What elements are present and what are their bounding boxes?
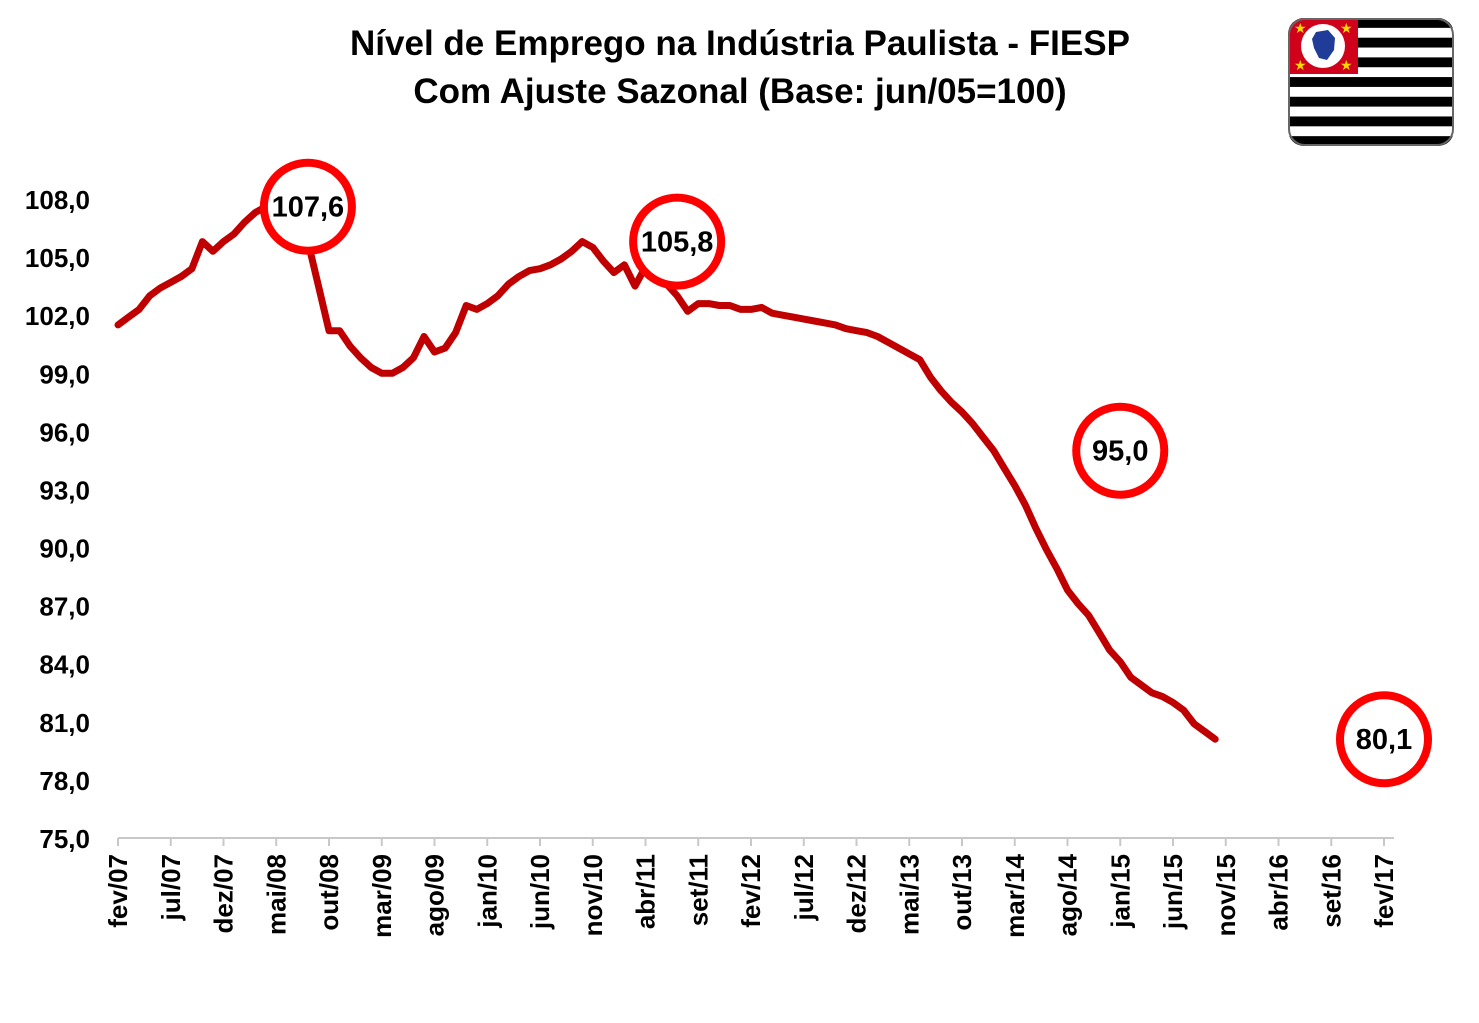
x-tick-label: ago/14 [1053, 853, 1083, 936]
callout-label: 95,0 [1092, 436, 1148, 468]
callout-label: 105,8 [641, 227, 714, 259]
x-tick-label: fev/07 [103, 854, 133, 928]
callout-label: 80,1 [1356, 724, 1412, 756]
flag-stripe [1288, 57, 1454, 68]
flag-stripe [1288, 77, 1454, 87]
x-tick-label: ago/09 [420, 854, 450, 936]
callout-circle [629, 193, 726, 290]
x-tick-label: out/08 [314, 854, 344, 931]
y-tick-label: 87,0 [39, 592, 90, 622]
x-tick-label: nov/10 [578, 854, 608, 936]
x-tick-label: abr/11 [631, 854, 661, 929]
callout-circle [1336, 691, 1432, 788]
flag-stripe [1288, 116, 1454, 127]
x-tick-label: out/13 [947, 854, 977, 931]
callout-circle [1072, 402, 1169, 499]
x-tick-label: set/16 [1316, 854, 1346, 928]
x-tick-label: mar/09 [367, 854, 397, 938]
flag-stripe [1288, 96, 1454, 107]
y-tick-label: 75,0 [39, 824, 90, 854]
svg-text:★: ★ [1340, 21, 1353, 37]
y-tick-label: 93,0 [39, 475, 90, 505]
svg-text:★: ★ [1294, 21, 1307, 37]
callout-label: 107,6 [272, 192, 345, 224]
svg-text:★: ★ [1340, 58, 1353, 74]
x-tick-label: set/11 [683, 854, 713, 926]
flag-stripe [1288, 136, 1454, 146]
y-tick-label: 102,0 [25, 301, 90, 331]
x-tick-label: dez/07 [209, 854, 239, 934]
chart-subtitle: Com Ajuste Sazonal (Base: jun/05=100) [413, 72, 1067, 111]
chart-title-line-1: Nível de Emprego na Indústria Paulista -… [350, 24, 1130, 63]
sao-paulo-state-flag-icon: ★ ★ ★ ★ [1288, 18, 1454, 146]
svg-text:★: ★ [1294, 58, 1307, 74]
x-tick-label: fev/17 [1369, 854, 1399, 928]
callout-circle [259, 158, 356, 255]
y-tick-label: 90,0 [39, 534, 90, 564]
y-tick-label: 81,0 [39, 708, 90, 738]
x-tick-label: abr/16 [1264, 854, 1294, 931]
y-tick-label: 108,0 [25, 185, 90, 215]
y-tick-label: 96,0 [39, 417, 90, 447]
x-tick-label: fev/12 [736, 854, 766, 928]
flag-stripe [1288, 18, 1454, 28]
x-tick-label: nov/15 [1211, 854, 1241, 936]
y-tick-label: 99,0 [39, 359, 90, 389]
y-tick-label: 78,0 [39, 766, 90, 796]
x-tick-label: mar/14 [1000, 853, 1030, 937]
x-tick-label: jan/15 [1105, 854, 1135, 929]
y-tick-label: 84,0 [39, 650, 90, 680]
x-tick-label: jun/10 [525, 854, 555, 930]
x-tick-label: mai/13 [894, 854, 924, 935]
x-tick-label: jun/15 [1158, 854, 1188, 930]
y-tick-label: 105,0 [25, 243, 90, 273]
flag-stripe [1288, 37, 1454, 48]
chart-title: Nível de Emprego na Indústria Paulista -… [140, 20, 1340, 116]
x-tick-label: jan/10 [472, 854, 502, 929]
x-tick-label: dez/12 [842, 854, 872, 934]
x-tick-label: mai/08 [261, 854, 291, 935]
x-tick-label: jul/12 [789, 854, 819, 921]
x-tick-label: jul/07 [156, 854, 186, 921]
